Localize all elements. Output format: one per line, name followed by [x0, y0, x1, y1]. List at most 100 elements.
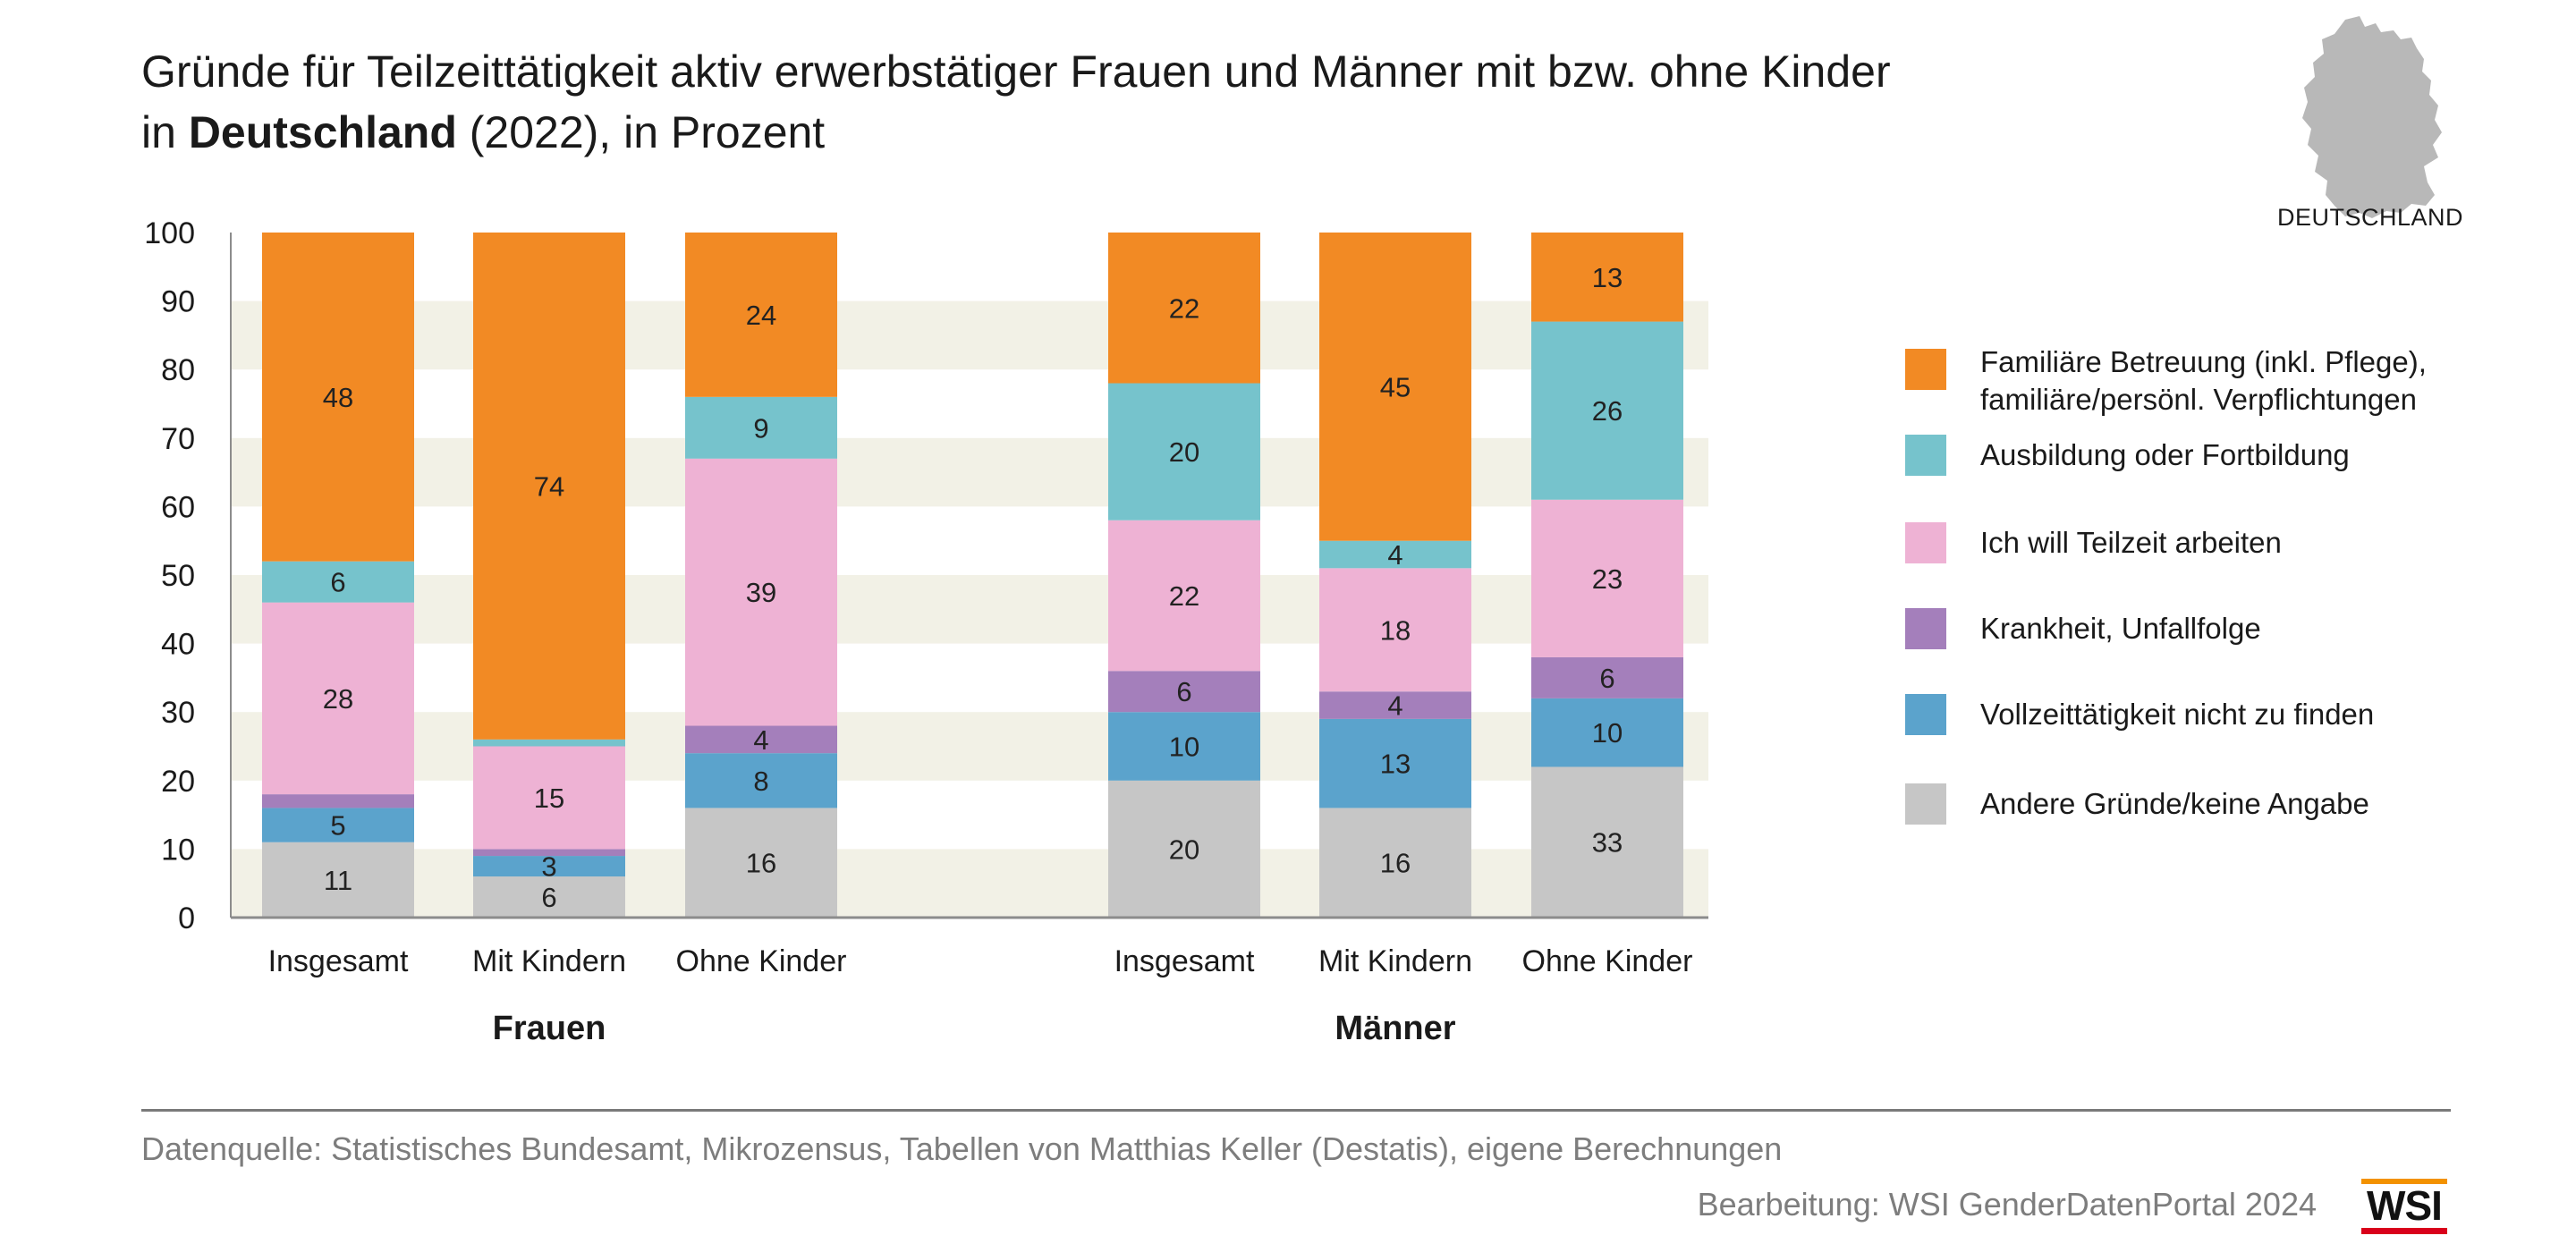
data-label: 11 — [324, 865, 352, 896]
bar-segment — [685, 753, 837, 808]
data-label: 6 — [541, 882, 556, 913]
y-tick-label: 80 — [161, 353, 195, 387]
data-label: 16 — [1380, 848, 1411, 879]
data-label: 15 — [534, 783, 564, 814]
legend-item: Familiäre Betreuung (inkl. Pflege), fami… — [1905, 345, 2531, 416]
y-tick-label: 40 — [161, 628, 195, 662]
legend-item: Ausbildung oder Fortbildung — [1905, 435, 2531, 488]
legend-swatch — [1905, 694, 1946, 735]
data-label: 48 — [323, 382, 353, 413]
x-category-label: Mit Kindern — [1318, 944, 1472, 978]
data-label: 33 — [1592, 827, 1623, 859]
bar-segment — [685, 808, 837, 918]
legend-label: Krankheit, Unfallfolge — [1980, 612, 2261, 645]
bar-segment — [1531, 656, 1683, 698]
y-tick-label: 100 — [144, 216, 195, 250]
data-label: 10 — [1169, 732, 1199, 763]
bar-segment — [685, 458, 837, 726]
data-label: 20 — [1169, 834, 1199, 865]
logo-bar-bottom — [2361, 1228, 2447, 1234]
legend-swatch — [1905, 522, 1946, 563]
x-group-label: Männer — [1335, 1010, 1455, 1047]
chart-title: Gründe für Teilzeittätigkeit aktiv erwer… — [141, 41, 2109, 163]
data-label: 74 — [534, 470, 564, 502]
grid-band — [231, 712, 1708, 781]
x-category-label: Ohne Kinder — [676, 944, 847, 978]
grid-bands — [231, 300, 1708, 918]
bar-segment — [473, 856, 625, 877]
title-line-2: in Deutschland (2022), in Prozent — [141, 102, 2109, 163]
title-line-2-pre: in — [141, 107, 189, 157]
data-label: 8 — [753, 766, 768, 797]
legend-label: Ich will Teilzeit arbeiten — [1980, 526, 2282, 559]
credit: Bearbeitung: WSI GenderDatenPortal 2024 — [1697, 1186, 2317, 1223]
bar-segment — [1531, 766, 1683, 918]
bar-segment — [262, 808, 414, 842]
data-label: 4 — [753, 724, 768, 756]
data-label: 3 — [541, 851, 556, 883]
bar-segment — [262, 561, 414, 603]
data-label: 24 — [746, 300, 776, 331]
bar-segment — [685, 725, 837, 754]
y-tick-label: 10 — [161, 833, 195, 867]
bar-segment — [262, 602, 414, 795]
legend-item: Krankheit, Unfallfolge — [1905, 608, 2531, 662]
data-label: 6 — [330, 567, 345, 598]
data-label: 6 — [1176, 676, 1191, 707]
data-label: 9 — [753, 412, 768, 444]
x-category-label: Ohne Kinder — [1522, 944, 1693, 978]
bars: 1152864863157416843992420106222022161341… — [262, 233, 1683, 918]
y-tick-label: 70 — [161, 422, 195, 456]
bar-segment — [473, 746, 625, 850]
bar-segment — [262, 233, 414, 562]
bar-segment — [1531, 233, 1683, 322]
bar-segment — [1108, 520, 1260, 672]
data-label: 10 — [1592, 717, 1623, 749]
data-label: 13 — [1380, 749, 1411, 780]
data-label: 22 — [1169, 580, 1199, 612]
legend-label: Ausbildung oder Fortbildung — [1980, 438, 2350, 471]
legend-label: Vollzeittätigkeit nicht zu finden — [1980, 698, 2375, 731]
data-label: 18 — [1380, 614, 1411, 646]
y-tick-label: 30 — [161, 696, 195, 730]
data-label: 4 — [1387, 539, 1402, 571]
bar-segment — [1319, 808, 1471, 918]
legend-item: Vollzeittätigkeit nicht zu finden — [1905, 694, 2531, 748]
logo-bar-top — [2361, 1179, 2447, 1184]
footer-divider — [141, 1109, 2451, 1112]
data-label: 28 — [323, 683, 353, 715]
bar-segment — [685, 233, 837, 397]
bar-segment — [1319, 718, 1471, 808]
legend-swatch — [1905, 435, 1946, 476]
legend-label: Andere Gründe/keine Angabe — [1980, 787, 2369, 820]
y-tick-label: 50 — [161, 559, 195, 593]
data-label: 22 — [1169, 292, 1199, 324]
bar-segment — [473, 739, 625, 747]
legend-swatch — [1905, 608, 1946, 649]
x-category-label: Insgesamt — [268, 944, 409, 978]
bar-segment — [1531, 698, 1683, 767]
y-axis: 0 10 20 30 40 50 60 70 80 90 100 — [144, 216, 1708, 935]
bar-segment — [1108, 780, 1260, 918]
x-category-label: Mit Kindern — [472, 944, 626, 978]
title-line-2-post: (2022), in Prozent — [456, 107, 826, 157]
legend-swatch — [1905, 783, 1946, 825]
bar-segment — [1108, 671, 1260, 713]
data-label: 39 — [746, 577, 776, 608]
bar-segment — [1531, 499, 1683, 657]
data-label: 20 — [1169, 436, 1199, 468]
y-tick-label: 0 — [178, 901, 195, 935]
bar-segment — [473, 233, 625, 740]
data-label: 45 — [1380, 371, 1411, 402]
data-label: 23 — [1592, 563, 1623, 595]
legend-item: Ich will Teilzeit arbeiten — [1905, 522, 2531, 576]
data-label: 13 — [1592, 262, 1623, 293]
bar-segment — [473, 849, 625, 857]
bar-segment — [1108, 383, 1260, 520]
grid-band — [231, 575, 1708, 644]
data-label: 6 — [1599, 663, 1614, 694]
x-group-label: Frauen — [493, 1010, 606, 1047]
bar-segment — [1319, 568, 1471, 692]
logo-text: WSI — [2367, 1182, 2443, 1229]
stacked-bar-chart: 1152864863157416843992420106222022161341… — [144, 216, 1708, 1047]
